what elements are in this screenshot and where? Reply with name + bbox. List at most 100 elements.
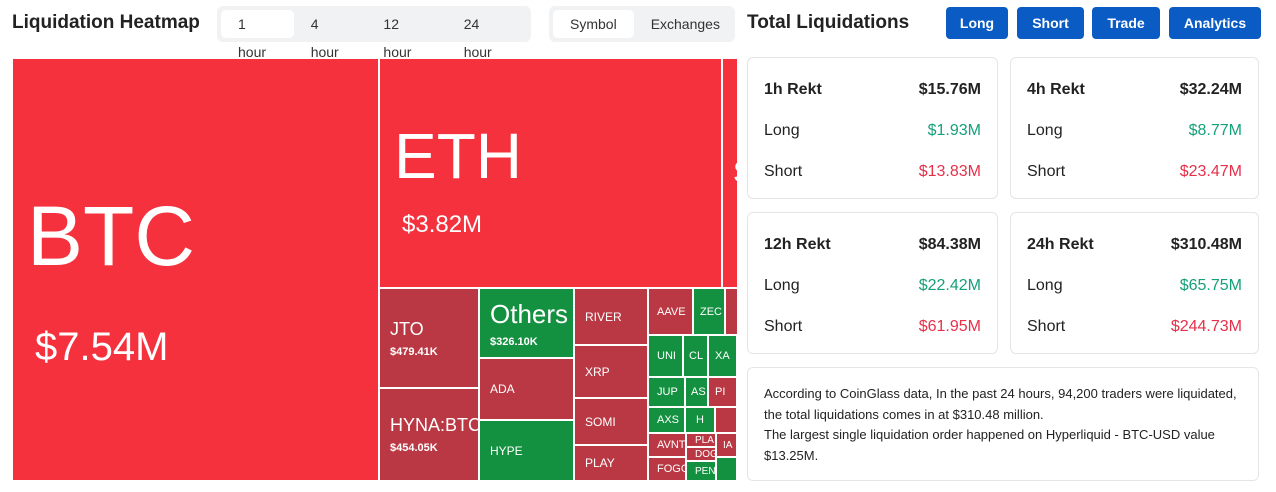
summary-card: According to CoinGlass data, In the past… xyxy=(747,367,1259,481)
tile[interactable]: PLA xyxy=(686,433,716,447)
time-tabs: 1 hour 4 hour 12 hour 24 hour xyxy=(217,6,531,60)
tile[interactable]: JTO $479.41K xyxy=(379,288,479,388)
heatmap-title: Liquidation Heatmap xyxy=(12,12,200,33)
tile[interactable]: RIVER xyxy=(574,288,648,345)
tile-symbol: AAVE xyxy=(657,305,686,318)
tile-value: $454.05K xyxy=(390,442,438,454)
stat-row: Long $1.93M xyxy=(764,122,981,140)
tile[interactable]: H xyxy=(685,407,715,433)
tile[interactable]: HYNA:BTC $454.05K xyxy=(379,388,479,481)
tile-symbol: S xyxy=(733,156,737,190)
summary-text: According to CoinGlass data, In the past… xyxy=(764,386,1237,422)
stat-row: 12h Rekt $84.38M xyxy=(764,236,981,254)
tile-symbol: HYNA:BTC xyxy=(390,415,479,435)
heatmap: BTC $7.54M ETH $3.82M S JTO $479.41K HYNA… xyxy=(12,58,737,481)
tile[interactable]: ETH $3.82M xyxy=(379,58,722,288)
tile-symbol: HYPE xyxy=(490,443,523,458)
tile-symbol: H xyxy=(696,414,704,426)
stat-label: Long xyxy=(764,277,800,294)
tile[interactable]: ADA xyxy=(479,358,574,420)
tile-symbol: PI xyxy=(715,386,726,398)
tile[interactable]: SOMI xyxy=(574,398,648,445)
tile-symbol: SOMI xyxy=(585,414,616,429)
stat-value: $65.75M xyxy=(1179,277,1242,294)
stat-value: $8.77M xyxy=(1188,122,1242,139)
panel-title: Total Liquidations xyxy=(747,12,910,33)
stat-row: Long $8.77M xyxy=(1027,122,1242,140)
stat-card: 4h Rekt $32.24M Long $8.77M Short $23.47… xyxy=(1010,57,1259,199)
stat-card: 24h Rekt $310.48M Long $65.75M Short $24… xyxy=(1010,212,1259,354)
tile-symbol: XRP xyxy=(585,364,610,379)
tile[interactable]: DOG xyxy=(686,447,716,461)
tab[interactable]: Symbol xyxy=(553,10,634,38)
tile[interactable]: UNI xyxy=(648,335,683,377)
stat-label: 4h Rekt xyxy=(1027,81,1085,98)
summary-text: The largest single liquidation order hap… xyxy=(764,427,1215,463)
tile-symbol: PLAY xyxy=(585,456,615,470)
tile-symbol: ADA xyxy=(490,382,515,396)
stat-value: $15.76M xyxy=(918,81,981,98)
button[interactable]: Short xyxy=(1017,7,1084,39)
tile-symbol: ZEC xyxy=(700,305,722,318)
tile[interactable]: AXS xyxy=(648,407,685,433)
tile[interactable]: AVNT xyxy=(648,433,686,457)
tile[interactable]: PEN xyxy=(686,461,716,481)
stat-value: $61.95M xyxy=(918,318,981,335)
button[interactable]: Analytics xyxy=(1169,7,1261,39)
tile-symbol: Others xyxy=(490,298,569,329)
tile[interactable]: AAVE xyxy=(648,288,693,335)
tile[interactable]: FOGO xyxy=(648,457,686,481)
button[interactable]: Long xyxy=(946,7,1008,39)
stat-label: Long xyxy=(1027,122,1063,139)
stat-label: 1h Rekt xyxy=(764,81,822,98)
stat-label: Short xyxy=(1027,318,1066,335)
stat-row: Short $61.95M xyxy=(764,318,981,336)
stat-value: $23.47M xyxy=(1179,163,1242,180)
tile-symbol: DOG xyxy=(695,448,716,460)
tile-symbol: AVNT xyxy=(657,439,686,451)
tile-symbol: JTO xyxy=(390,318,424,339)
tab[interactable]: Exchanges xyxy=(650,16,720,32)
stat-row: Short $23.47M xyxy=(1027,163,1242,181)
tab[interactable]: 4 hour xyxy=(310,16,339,60)
tile[interactable]: XA xyxy=(708,335,737,377)
stat-value: $32.24M xyxy=(1179,81,1242,98)
tile[interactable] xyxy=(716,457,737,481)
tile-symbol: JUP xyxy=(657,386,678,398)
stat-row: 24h Rekt $310.48M xyxy=(1027,236,1242,254)
tile-symbol: AS xyxy=(691,386,706,398)
tab[interactable]: 24 hour xyxy=(463,16,492,60)
tile-symbol: UNI xyxy=(657,350,676,362)
tile[interactable]: JUP xyxy=(648,377,685,407)
tab[interactable]: 12 hour xyxy=(383,16,412,60)
stat-label: Short xyxy=(764,318,803,335)
tile-symbol: FOGO xyxy=(657,463,685,475)
stat-card: 12h Rekt $84.38M Long $22.42M Short $61.… xyxy=(747,212,998,354)
stat-row: 4h Rekt $32.24M xyxy=(1027,81,1242,99)
tile[interactable]: CL xyxy=(683,335,708,377)
tile-symbol: ETH xyxy=(394,120,522,192)
tile[interactable]: XRP xyxy=(574,345,648,398)
tile[interactable] xyxy=(715,407,737,433)
tile[interactable]: IA xyxy=(716,433,737,457)
stat-label: Short xyxy=(764,163,803,180)
tile[interactable]: BTC $7.54M xyxy=(12,58,379,481)
stat-row: Long $22.42M xyxy=(764,277,981,295)
tile[interactable]: PLAY xyxy=(574,445,648,481)
tile[interactable]: HYPE xyxy=(479,420,574,481)
tile-value: $479.41K xyxy=(390,345,438,358)
tile-value: $326.10K xyxy=(490,335,538,348)
tile[interactable] xyxy=(725,288,737,335)
tab[interactable]: 1 hour xyxy=(221,10,294,60)
tile[interactable]: Others $326.10K xyxy=(479,288,574,358)
tile[interactable]: ZEC xyxy=(693,288,725,335)
stat-card: 1h Rekt $15.76M Long $1.93M Short $13.83… xyxy=(747,57,998,199)
tile[interactable]: S xyxy=(722,58,737,288)
tile-symbol: BTC xyxy=(27,189,195,283)
tile[interactable]: AS xyxy=(685,377,708,407)
stat-value: $13.83M xyxy=(918,163,981,180)
tile[interactable]: PI xyxy=(708,377,737,407)
tile-symbol: XA xyxy=(715,350,730,362)
button[interactable]: Trade xyxy=(1092,7,1160,39)
